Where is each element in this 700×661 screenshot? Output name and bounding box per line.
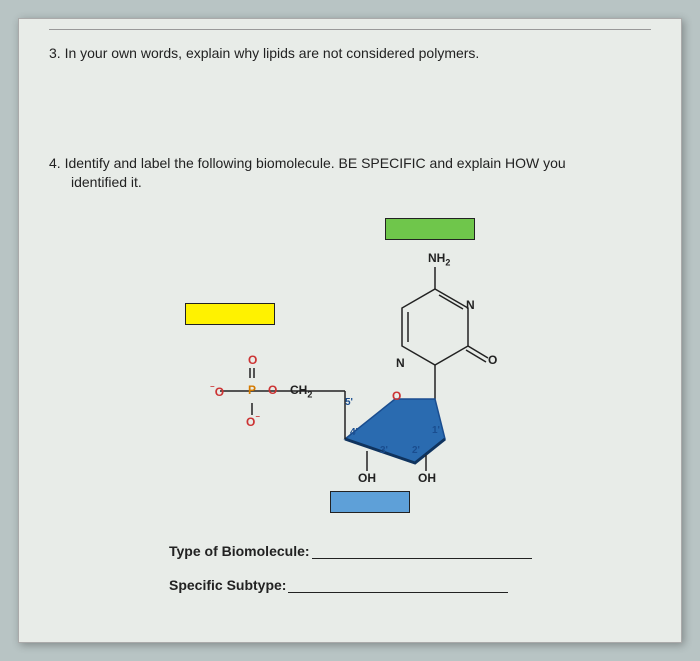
question-4-line2: identified it. [49, 174, 142, 190]
molecule-svg [150, 213, 550, 523]
ch2-label: CH2 [290, 383, 312, 399]
n-label-top: N [466, 298, 475, 312]
pos-2: 2' [412, 445, 420, 456]
pos-3: 3' [380, 445, 388, 456]
worksheet-page: 3. In your own words, explain why lipids… [18, 18, 682, 643]
phos-left-o: ⁻O [210, 383, 224, 399]
o-ring-label: O [488, 353, 497, 367]
question-3: 3. In your own words, explain why lipids… [49, 44, 651, 64]
phosphate-label-box[interactable] [185, 303, 275, 325]
pos-1: 1' [432, 425, 440, 436]
biomolecule-type-blank[interactable] [312, 545, 532, 559]
pos-4: 4' [350, 427, 358, 438]
answer-section: Type of Biomolecule: Specific Subtype: [169, 543, 651, 593]
biomolecule-diagram: NH2 [150, 213, 550, 523]
question-4-line1: 4. Identify and label the following biom… [49, 155, 566, 171]
oh-3-label: OH [358, 471, 376, 485]
specific-subtype-prompt: Specific Subtype: [169, 577, 651, 593]
phos-p: P [248, 383, 256, 397]
specific-subtype-blank[interactable] [288, 579, 508, 593]
sugar-label-box[interactable] [330, 491, 410, 513]
biomolecule-type-prompt: Type of Biomolecule: [169, 543, 651, 559]
pos-5: 5' [345, 397, 353, 408]
question-4: 4. Identify and label the following biom… [49, 154, 651, 193]
biomolecule-type-label: Type of Biomolecule: [169, 543, 310, 559]
phos-top-o: O [248, 353, 257, 367]
n-label-bottom: N [396, 356, 405, 370]
specific-subtype-label: Specific Subtype: [169, 577, 286, 593]
oh-2-label: OH [418, 471, 436, 485]
sugar-o-label: O [392, 389, 401, 403]
phos-right-o: O [268, 383, 277, 397]
phos-bot-o: O⁻ [246, 413, 260, 429]
top-rule [49, 29, 651, 30]
